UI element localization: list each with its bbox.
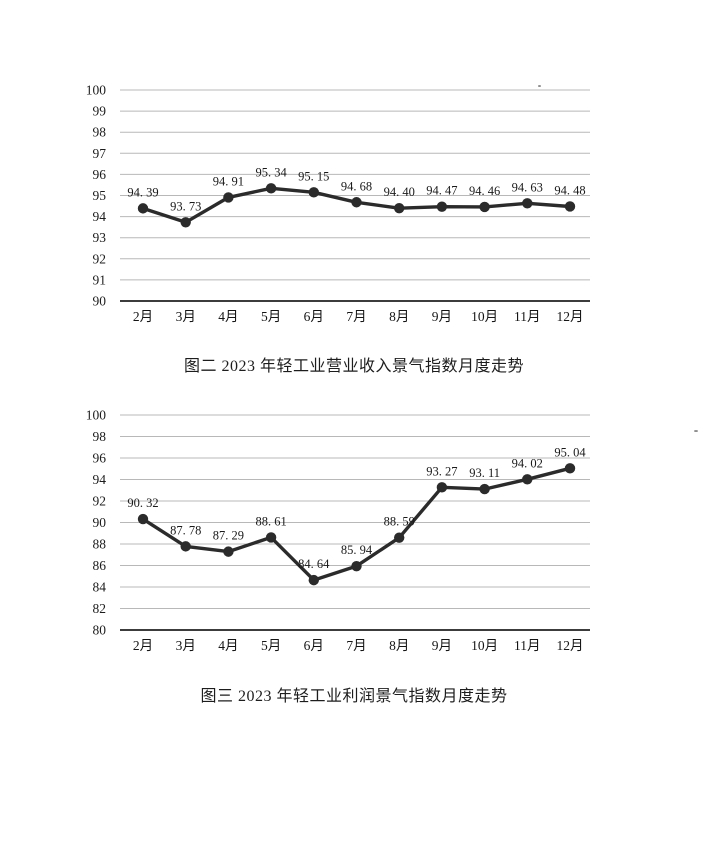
x-tick-label: 5月 — [261, 309, 281, 324]
x-tick-label: 5月 — [261, 638, 281, 653]
data-point-label: 93. 11 — [469, 466, 500, 480]
data-point — [137, 203, 149, 214]
y-tick-label: 92 — [93, 494, 107, 509]
data-point — [351, 560, 362, 572]
x-tick-label: 7月 — [346, 638, 366, 653]
data-point — [479, 201, 490, 213]
y-tick-label: 94 — [93, 472, 107, 487]
x-tick-label: 3月 — [176, 309, 196, 324]
x-tick-label: 2月 — [133, 309, 153, 324]
y-tick-label: 93 — [93, 230, 107, 245]
data-point-label: 94. 02 — [512, 456, 543, 470]
y-tick-label: 90 — [93, 294, 107, 309]
data-point-label: 88. 59 — [384, 515, 415, 529]
data-point-label: 94. 39 — [127, 185, 158, 199]
x-tick-label: 4月 — [218, 638, 238, 653]
x-tick-label: 6月 — [304, 309, 324, 324]
y-tick-label: 95 — [93, 188, 107, 203]
x-tick-label: 9月 — [432, 638, 452, 653]
line-chart-revenue-index: 90 91 92 93 94 95 96 97 98 99 100 94. 39 2月 93. 73 3月 9… — [86, 83, 590, 324]
data-point-label: 88. 61 — [255, 514, 286, 528]
scan-speck — [694, 430, 698, 432]
data-point-label: 95. 34 — [255, 165, 287, 179]
data-point — [479, 483, 490, 495]
y-tick-label: 96 — [93, 451, 107, 466]
x-tick-label: 12月 — [557, 309, 584, 324]
data-point-label: 94. 40 — [384, 185, 415, 199]
y-tick-label: 82 — [93, 601, 107, 616]
x-tick-label: 7月 — [346, 309, 366, 324]
y-tick-label: 91 — [93, 272, 107, 287]
data-point — [308, 574, 319, 586]
y-tick-label: 98 — [93, 125, 107, 140]
y-tick-label: 97 — [93, 146, 107, 161]
y-tick-label: 100 — [86, 408, 107, 423]
x-tick-label: 11月 — [514, 638, 541, 653]
data-point-label: 93. 27 — [426, 464, 457, 478]
data-point — [564, 201, 576, 212]
y-tick-label: 92 — [93, 251, 107, 266]
data-point — [223, 546, 234, 557]
data-point-label: 90. 32 — [127, 496, 158, 510]
data-point-label: 93. 73 — [170, 199, 201, 213]
data-point — [223, 192, 234, 203]
y-tick-label: 94 — [93, 209, 107, 224]
y-tick-label: 98 — [93, 429, 107, 444]
data-point-label: 94. 47 — [426, 184, 457, 198]
data-point — [265, 183, 277, 194]
data-point — [522, 474, 533, 485]
data-point — [564, 463, 576, 474]
x-tick-label: 12月 — [557, 638, 584, 653]
x-tick-label: 11月 — [514, 309, 541, 324]
data-point — [137, 513, 149, 525]
y-tick-label: 99 — [93, 104, 107, 119]
data-point — [436, 482, 448, 493]
y-tick-label: 90 — [93, 515, 107, 530]
data-point-label: 87. 78 — [170, 523, 201, 537]
x-tick-label: 6月 — [304, 638, 324, 653]
y-tick-label: 86 — [93, 558, 107, 573]
data-point — [522, 198, 533, 209]
x-tick-label: 9月 — [432, 309, 452, 324]
x-tick-label: 10月 — [471, 638, 498, 653]
data-point-label: 94. 68 — [341, 179, 372, 193]
data-point — [180, 217, 191, 228]
y-tick-label: 80 — [93, 623, 107, 638]
data-point-label: 94. 63 — [512, 180, 543, 194]
data-point-label: 85. 94 — [341, 543, 373, 557]
data-point-label: 95. 15 — [298, 169, 329, 183]
x-tick-label: 8月 — [389, 309, 409, 324]
data-point-label: 94. 48 — [554, 183, 585, 197]
line-chart-profit-index: 80 82 84 86 88 90 92 94 96 98 100 90. 32 2月 87. 78 3月 8… — [86, 408, 590, 653]
data-point-label: 94. 91 — [213, 174, 244, 188]
x-tick-label: 3月 — [176, 638, 196, 653]
x-tick-label: 8月 — [389, 638, 409, 653]
chart-caption-profit: 图三 2023 年轻工业利润景气指数月度走势 — [200, 688, 508, 705]
data-point — [436, 201, 448, 212]
data-point — [394, 202, 405, 214]
data-point — [180, 541, 191, 552]
data-point-label: 84. 64 — [298, 557, 330, 571]
data-point — [351, 197, 362, 208]
data-point-label: 94. 46 — [469, 184, 500, 198]
data-point-label: 87. 29 — [213, 529, 244, 543]
y-tick-label: 84 — [93, 580, 107, 595]
chart-caption-revenue: 图二 2023 年轻工业营业收入景气指数月度走势 — [183, 358, 524, 375]
data-point-label: 95. 04 — [554, 445, 586, 459]
x-tick-label: 4月 — [218, 309, 238, 324]
data-point — [265, 532, 277, 543]
scan-speck — [538, 85, 541, 87]
y-tick-label: 96 — [93, 167, 107, 182]
data-point — [308, 187, 319, 198]
y-tick-label: 100 — [86, 83, 107, 98]
y-tick-label: 88 — [93, 537, 107, 552]
data-point — [394, 532, 405, 543]
x-tick-label: 2月 — [133, 638, 153, 653]
x-tick-label: 10月 — [471, 309, 498, 324]
